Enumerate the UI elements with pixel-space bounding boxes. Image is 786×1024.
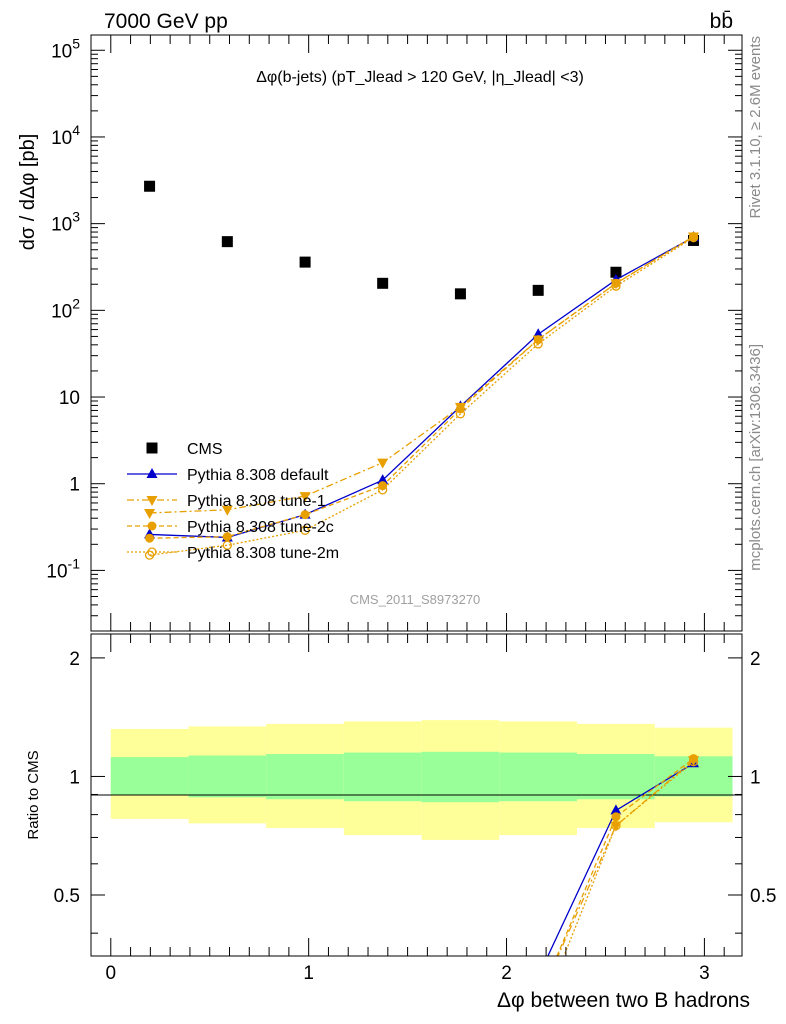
legend-label: Pythia 8.308 tune-1 (187, 493, 326, 510)
ratio-y-tick-label-right: 0.5 (750, 886, 776, 907)
ratio-frame (90, 633, 743, 957)
data-point (377, 277, 389, 289)
data-point (144, 180, 156, 192)
ratio-y-label: Ratio to CMS (25, 750, 42, 839)
data-point (377, 458, 389, 469)
data-point (299, 256, 311, 268)
x-tick-label: 1 (303, 963, 314, 984)
ratio-series-pythia-8-308-tune-2c (556, 754, 699, 956)
data-point (144, 508, 156, 519)
header-left: 7000 GeV pp (104, 10, 228, 33)
data-point (221, 505, 233, 516)
main-title: Δφ(b-jets) (pT_Jlead > 120 GeV, |η_Jlead… (256, 69, 584, 86)
data-point (611, 281, 621, 291)
y-tick-label: 103 (51, 209, 80, 236)
x-tick-label: 3 (699, 963, 710, 984)
ratio-point (610, 804, 622, 815)
y-tick-label: 102 (51, 295, 80, 322)
data-point (222, 532, 232, 542)
data-point (378, 485, 388, 495)
legend-marker (146, 468, 158, 478)
x-tick-label: 0 (105, 963, 116, 984)
ratio-y-tick-label: 0.5 (54, 886, 80, 907)
data-point (611, 278, 621, 288)
y-tick-label: 105 (51, 35, 80, 62)
legend-label: Pythia 8.308 tune-2m (187, 545, 339, 562)
watermark: CMS_2011_S8973270 (350, 592, 481, 607)
uncertainty-band-inner (343, 752, 422, 802)
ratio-point (689, 754, 699, 764)
main-panel: 10-1 1 10 102 103 104 105 Δφ(b-jets) (pT_Jlead… (17, 34, 743, 632)
series-line (149, 235, 694, 539)
legend-label: Pythia 8.308 tune-2c (187, 519, 334, 536)
rivet-label: Rivet 3.1.10, ≥ 2.6M events (747, 36, 764, 219)
legend-item: Pythia 8.308 tune-2m (127, 545, 339, 562)
ratio-point (611, 821, 621, 831)
ratio-y-tick-label: 1 (69, 767, 80, 788)
x-tick-label: 2 (501, 963, 512, 984)
legend-marker (146, 496, 158, 506)
ratio-line (556, 758, 694, 956)
y-tick-label: 104 (51, 122, 80, 149)
legend-marker (147, 547, 157, 557)
data-point (377, 474, 389, 485)
uncertainty-band-inner (499, 752, 577, 802)
uncertainty-band-inner (266, 754, 344, 800)
uncertainty-band-inner (421, 751, 500, 803)
data-point (455, 409, 466, 419)
data-point (145, 533, 155, 543)
data-point (454, 288, 466, 300)
data-point (533, 339, 543, 349)
y-tick-label: 1 (69, 475, 80, 496)
uncertainty-band-inner (188, 755, 267, 798)
legend-item: CMS (146, 441, 223, 458)
legend-marker (146, 442, 158, 454)
legend-marker (147, 521, 157, 531)
ratio-y-tick-label: 2 (69, 649, 80, 670)
legend: CMS Pythia 8.308 default Pythia 8.308 tune… (127, 441, 339, 562)
legend-item: Pythia 8.308 tune-2c (127, 519, 334, 536)
data-point (299, 492, 311, 503)
ratio-point (611, 812, 621, 822)
y-tick-label: 10 (59, 388, 80, 409)
y-tick-label: 10-1 (46, 555, 80, 582)
ratio-panel: 0.5 0.5 1 1 2 2 0 1 2 3 Ratio to CMS Δφ between t… (25, 633, 776, 1012)
x-axis-label: Δφ between two B hadrons (497, 989, 750, 1012)
mcplots-label: mcplots.cern.ch [arXiv:1306.3436] (747, 344, 764, 571)
data-point (610, 266, 622, 278)
data-point (222, 540, 232, 550)
data-point (688, 232, 699, 243)
data-point (300, 525, 310, 535)
series-line (149, 235, 694, 514)
main-frame (90, 34, 743, 632)
ratio-point (688, 757, 699, 767)
header-right: bb̄ (710, 10, 733, 33)
ratio-y-tick-label-right: 2 (750, 649, 761, 670)
legend-label: CMS (187, 441, 223, 458)
data-point (221, 236, 233, 248)
legend-item: Pythia 8.308 tune-1 (127, 493, 326, 510)
uncertainty-band-inner (110, 757, 189, 795)
legend-label: Pythia 8.308 default (187, 467, 329, 484)
ratio-y-tick-label-right: 1 (750, 767, 761, 788)
data-point (300, 510, 310, 520)
y-axis-label: dσ / dΔφ [pb] (17, 134, 39, 251)
legend-item: Pythia 8.308 default (127, 467, 329, 484)
uncertainty-band-inner (576, 754, 655, 800)
data-point (532, 284, 544, 296)
